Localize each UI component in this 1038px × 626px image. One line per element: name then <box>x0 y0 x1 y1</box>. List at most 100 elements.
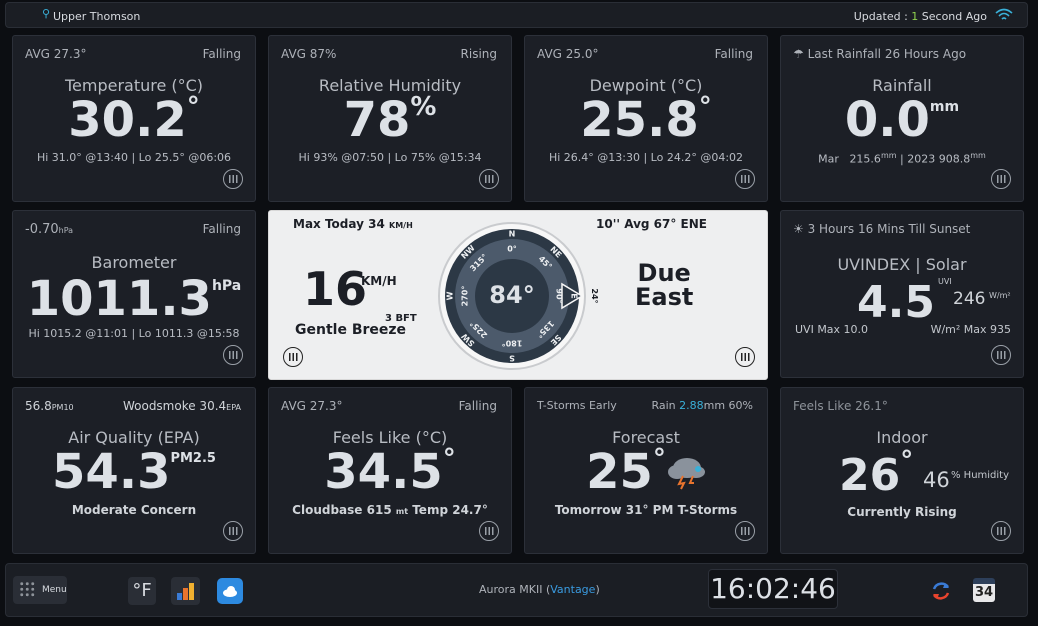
feels: Feels Like 26.1° <box>793 399 888 413</box>
station-model: Vantage <box>550 583 596 596</box>
humidity: 46 <box>923 468 950 492</box>
chart-icon[interactable] <box>223 521 243 541</box>
updated: Updated : 1 Second Ago <box>854 10 987 23</box>
chart-icon[interactable] <box>735 347 755 367</box>
unit: ° <box>442 444 456 474</box>
dewpoint-tile[interactable]: AVG 25.0° Falling Dewpoint (°C) 25.8° Hi… <box>524 35 768 202</box>
unit: ° <box>698 92 712 122</box>
pm10: 56.8PM10 <box>25 399 74 413</box>
chart-icon[interactable] <box>223 345 243 365</box>
title: Dewpoint (°C) <box>589 76 703 95</box>
refresh-button[interactable] <box>930 580 952 602</box>
compass-degree: 180° <box>502 339 523 348</box>
humidity-unit: % Humidity <box>951 470 1010 481</box>
chart-icon[interactable] <box>223 169 243 189</box>
value-box: 54.3PM2.5 <box>13 442 255 502</box>
value: 26 <box>839 450 901 501</box>
unit: ° <box>900 446 914 476</box>
unit: PM2.5 <box>170 451 216 466</box>
chart-icon[interactable] <box>735 521 755 541</box>
footer: Mar 215.6mm | 2023 908.8mm <box>818 151 986 166</box>
footer: Currently Rising <box>847 505 957 519</box>
wifi-icon <box>995 8 1013 20</box>
unit: % <box>410 92 437 122</box>
rain-label: Rain <box>651 399 676 412</box>
charts-button[interactable] <box>171 577 200 605</box>
value: 1011.3 <box>26 271 212 327</box>
trend: Falling <box>458 399 497 413</box>
direction-line: East <box>635 283 694 311</box>
footer: Hi 26.4° @13:30 | Lo 24.2° @04:02 <box>548 151 744 164</box>
humidity-tile[interactable]: AVG 87% Rising Relative Humidity 78% Hi … <box>268 35 512 202</box>
speed-unit: KM/H <box>361 274 397 288</box>
month-value: 215.6 <box>849 152 881 166</box>
rain-suffix: mm 60% <box>703 399 753 412</box>
temperature-tile[interactable]: AVG 27.3° Falling Temperature (°C) 30.2°… <box>12 35 256 202</box>
indoor-tile[interactable]: Feels Like 26.1° Indoor 26° 46 % Humidit… <box>780 387 1024 554</box>
footer-bar: Menu °F Aurora MKII (Vantage) 16:02:46 3… <box>5 563 1028 617</box>
menu-button[interactable]: Menu <box>13 576 67 604</box>
chart-icon[interactable] <box>991 521 1011 541</box>
trend: Falling <box>202 222 241 236</box>
speed: 16 <box>303 262 368 316</box>
title: UVINDEX | Solar <box>837 255 967 274</box>
unit: mm <box>929 99 960 115</box>
units-button[interactable]: °F <box>128 577 156 605</box>
title: Rainfall <box>872 76 932 95</box>
pm10-unit: PM10 <box>51 403 74 412</box>
forecast-tile[interactable]: T-Storms Early Rain 2.88mm 60% Forecast … <box>524 387 768 554</box>
avg: AVG 27.3° <box>281 399 343 413</box>
barometer-tile[interactable]: -0.70hPa Falling Barometer 1011.3hPa Hi … <box>12 210 256 378</box>
feels-tile[interactable]: AVG 27.3° Falling Feels Like (°C) 34.5° … <box>268 387 512 554</box>
chart-icon[interactable] <box>735 169 755 189</box>
rainfall-tile[interactable]: ☂ Last Rainfall 26 Hours Ago Rainfall 0.… <box>780 35 1024 202</box>
month-unit: mm <box>880 151 897 160</box>
chart-icon[interactable] <box>991 345 1011 365</box>
trend: Falling <box>714 47 753 61</box>
solar: 246 <box>953 289 986 309</box>
unit: ° <box>186 92 200 122</box>
compass-degree: 90° <box>555 288 564 303</box>
rain-value: 2.88 <box>679 399 704 412</box>
rain: Rain 2.88mm 60% <box>651 399 753 412</box>
footer: Tomorrow 31° PM T-Storms <box>554 503 738 517</box>
uv-value: 4.5 <box>857 277 935 328</box>
weather-button[interactable] <box>217 578 243 604</box>
value: 25.8 <box>580 92 699 148</box>
direction-line: Due <box>637 259 691 287</box>
uv-tile[interactable]: ☀ 3 Hours 16 Mins Till Sunset UVINDEX | … <box>780 210 1024 378</box>
bft: 3 BFT <box>385 313 417 324</box>
compass-point: E <box>570 293 579 298</box>
chart-icon[interactable] <box>283 347 303 367</box>
footer: Hi 93% @07:50 | Lo 75% @15:34 <box>298 151 482 164</box>
chart-icon[interactable] <box>479 521 499 541</box>
value: 34.5 <box>324 444 443 500</box>
clock: 16:02:46 <box>708 569 838 609</box>
max-today: Max Today 34 KM/H <box>293 217 413 231</box>
footer: Cloudbase 615 mt Temp 24.7° <box>269 503 511 517</box>
wind-tile[interactable]: Max Today 34 KM/H 10'' Avg 67° ENE 16 KM… <box>268 210 768 380</box>
chart-icon[interactable] <box>479 169 499 189</box>
compass-point: N <box>509 230 516 239</box>
solar-max: W/m² Max 935 <box>930 323 1011 336</box>
last-rainfall: ☂ Last Rainfall 26 Hours Ago <box>793 47 967 61</box>
year: 2023 <box>907 152 936 166</box>
air-tile[interactable]: 56.8PM10 Woodsmoke 30.4EPA Air Quality (… <box>12 387 256 554</box>
calendar[interactable]: 34 <box>973 578 995 602</box>
updated-label: Updated : <box>853 10 908 23</box>
compass-degree: 0° <box>507 245 517 254</box>
menu-label: Menu <box>42 585 67 595</box>
station-name: Aurora MKII ( <box>479 583 551 596</box>
header-bar: ⚲ Upper Thomson Updated : 1 Second Ago <box>5 2 1028 28</box>
value: 54.3 <box>52 444 171 500</box>
gust: 24° <box>590 288 599 303</box>
title: Air Quality (EPA) <box>68 428 200 447</box>
chart-icon[interactable] <box>991 169 1011 189</box>
compass-point: W <box>446 291 455 300</box>
trend: Rising <box>460 47 497 61</box>
value: 78 <box>343 92 411 148</box>
station: Aurora MKII (Vantage) <box>479 583 600 596</box>
compass-point: S <box>509 354 515 363</box>
trend: Falling <box>202 47 241 61</box>
temp: Temp 24.7° <box>412 503 488 517</box>
